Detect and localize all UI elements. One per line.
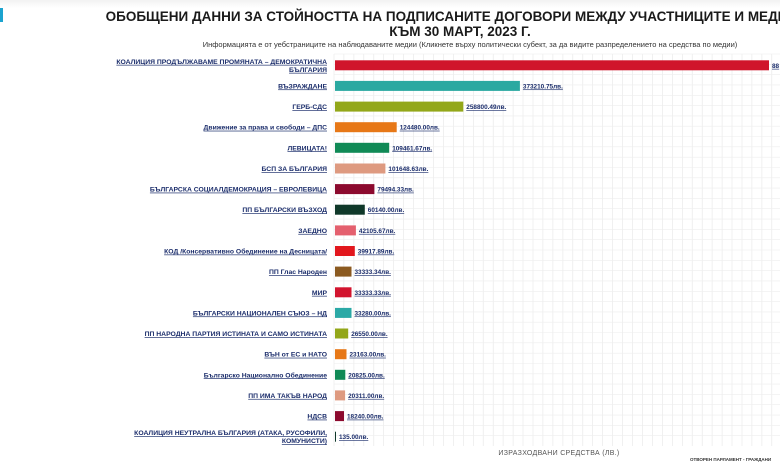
- category-label[interactable]: ВЪЗРАЖДАНЕ: [278, 83, 327, 90]
- bar[interactable]: [335, 80, 520, 91]
- chart-title-line-1: ОБОБЩЕНИ ДАННИ ЗА СТОЙНОСТТА НА ПОДПИСАН…: [105, 9, 780, 24]
- bar[interactable]: [335, 287, 352, 298]
- bar[interactable]: [335, 142, 390, 153]
- chart-subtitle: Информацията е от уебстраниците на наблю…: [202, 40, 738, 49]
- title-accent-bar: [0, 8, 3, 22]
- value-label: 79494.33лв.: [377, 187, 414, 194]
- value-label: 101648.63лв.: [388, 166, 428, 173]
- category-label[interactable]: ПП БЪЛГАРСКИ ВЪЗХОД: [242, 207, 327, 214]
- chart-grid: [333, 53, 780, 446]
- bar[interactable]: [335, 101, 464, 112]
- bar[interactable]: [335, 122, 397, 133]
- value-label: 135.00лв.: [339, 434, 369, 441]
- category-label[interactable]: ГЕРБ-СДС: [292, 104, 327, 111]
- category-label[interactable]: ПП ИМА ТАКЪВ НАРОД: [248, 393, 327, 400]
- bar[interactable]: [335, 163, 386, 174]
- value-label: 39917.89лв.: [358, 249, 395, 256]
- value-label: 33333.34лв.: [355, 269, 392, 276]
- category-label[interactable]: КОД /Консервативно Обединение на Десница…: [164, 248, 327, 256]
- value-label: 60140.00лв.: [368, 207, 405, 214]
- category-label[interactable]: Движение за права и свободи – ДПС: [204, 124, 328, 132]
- value-label: 33333.33лв.: [355, 290, 392, 297]
- bar[interactable]: [335, 307, 352, 318]
- category-label[interactable]: МИР: [312, 290, 328, 297]
- category-label[interactable]: ПП НАРОДНА ПАРТИЯ ИСТИНАТА И САМО ИСТИНА…: [145, 331, 327, 338]
- category-label[interactable]: ВЪН от ЕС и НАТО: [264, 352, 327, 359]
- value-label: 18240.00лв.: [347, 414, 384, 421]
- value-label: 20825.00лв.: [348, 372, 385, 379]
- category-label[interactable]: КОАЛИЦИЯ ПРОДЪЛЖАВАМЕ ПРОМЯНАТА – ДЕМОКР…: [116, 59, 327, 74]
- value-label: 88: [772, 63, 780, 70]
- value-label: 42105.67лв.: [359, 228, 396, 235]
- bar[interactable]: [335, 431, 336, 442]
- category-label[interactable]: Българско Национално Обединение: [204, 371, 328, 379]
- value-label: 20311.00лв.: [348, 393, 384, 400]
- category-label[interactable]: ЗАЕДНО: [298, 228, 327, 235]
- value-label: 109461.67лв.: [392, 145, 432, 152]
- value-label: 33280.00лв.: [355, 310, 392, 317]
- chart-bars: КОАЛИЦИЯ ПРОДЪЛЖАВАМЕ ПРОМЯНАТА – ДЕМОКР…: [116, 59, 779, 445]
- value-label: 26550.00лв.: [351, 331, 388, 338]
- category-label[interactable]: БЪЛГАРСКИ НАЦИОНАЛЕН СЪЮЗ – НД: [193, 310, 327, 317]
- bar[interactable]: [335, 266, 352, 277]
- category-label[interactable]: ПП Глас Народен: [269, 269, 327, 276]
- category-label[interactable]: НДСВ: [307, 414, 327, 421]
- top-divider: [0, 0, 780, 8]
- bar[interactable]: [335, 411, 344, 422]
- x-axis-label: ИЗРАЗХОДВАНИ СРЕДСТВА (ЛВ.): [498, 450, 619, 457]
- value-label: 258800.49лв.: [466, 104, 506, 111]
- category-label[interactable]: БЪЛГАРСКА СОЦИАЛДЕМОКРАЦИЯ – ЕВРОЛЕВИЦА: [150, 187, 327, 194]
- bar[interactable]: [335, 204, 365, 215]
- bar[interactable]: [335, 349, 347, 360]
- category-label[interactable]: БСП ЗА БЪЛГАРИЯ: [262, 166, 328, 173]
- chart-title: ОБОБЩЕНИ ДАННИ ЗА СТОЙНОСТТА НА ПОДПИСАН…: [0, 9, 780, 39]
- value-label: 23163.00лв.: [350, 352, 387, 359]
- chart-title-line-2: КЪМ 30 МАРТ, 2023 Г.: [389, 24, 531, 39]
- category-label[interactable]: КОАЛИЦИЯ НЕУТРАЛНА БЪЛГАРИЯ (АТАКА, РУСО…: [134, 430, 327, 445]
- bar[interactable]: [335, 246, 355, 256]
- category-label[interactable]: ЛЕВИЦАТА!: [287, 145, 327, 152]
- bar[interactable]: [335, 328, 349, 339]
- bar[interactable]: [335, 225, 356, 236]
- bar[interactable]: [335, 390, 346, 401]
- value-label: 124480.00лв.: [400, 125, 440, 132]
- footer-credit: ОТВОРЕН ПАРЛАМЕНТ - ГРАЖДАНИ: [690, 457, 771, 462]
- bar[interactable]: [335, 184, 375, 195]
- bar[interactable]: [335, 369, 346, 380]
- value-label: 373210.75лв.: [523, 83, 563, 90]
- bar[interactable]: [335, 60, 769, 71]
